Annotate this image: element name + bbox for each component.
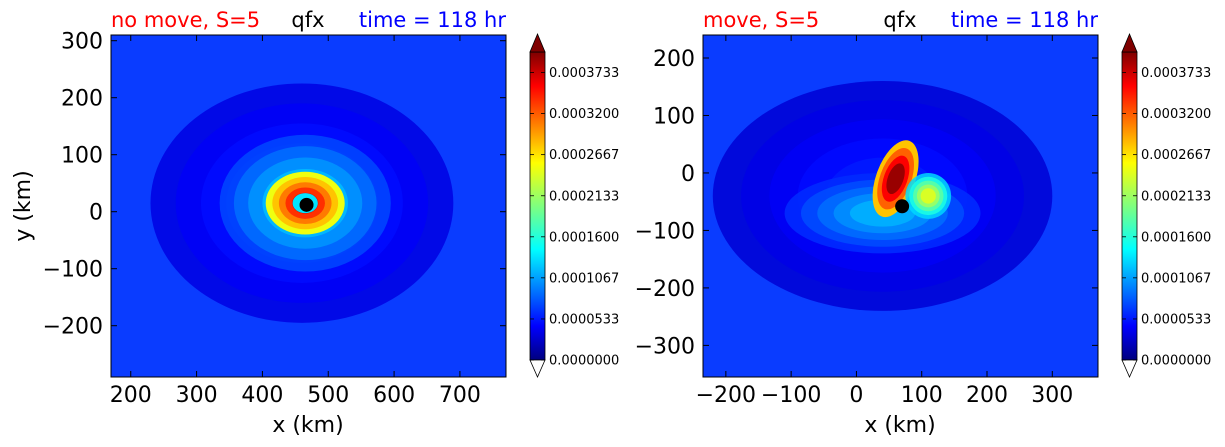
storm-center-marker [895,199,910,214]
heatmap-field [150,83,454,323]
colorbar-left: 0.0000000 0.0000533 0.0001067 0.0001600 0.00… [529,32,619,378]
colorbar-tick-label: 0.0002667 [1141,148,1211,163]
title-center: qfx [291,8,324,32]
colorbar-tick-label: 0.0001067 [549,271,619,286]
y-tick-label: 100 [653,104,695,129]
colorbar-tick-label: 0.0003733 [549,66,619,81]
colorbar-tick-label: 0.0002667 [549,148,619,163]
y-tick-label: 0 [89,201,103,226]
x-tick-label: 500 [307,383,349,408]
title-right: time = 118 hr [951,8,1098,32]
colorbar-tick-label: 0.0000000 [1141,354,1211,369]
x-tick-label: 0 [849,383,863,408]
storm-center-marker [299,197,314,212]
y-tick-label: −200 [635,277,695,302]
colorbar-tick-label: 0.0002133 [549,189,619,204]
colorbar-extend-max [1121,32,1138,53]
y-tick-label: 0 [681,162,695,187]
colorbar-tick-label: 0.0003200 [1141,107,1211,122]
y-tick-label: −200 [43,315,103,340]
y-axis-label: y (km) [11,170,36,241]
y-tick-label: 200 [653,47,695,72]
title-center: qfx [883,8,916,32]
colorbar-tick-label: 0.0000533 [1141,312,1211,327]
colorbar-extend-min [1121,359,1138,378]
x-tick-label: 300 [1031,383,1073,408]
colorbar-ticks: 0.0000000 0.0000533 0.0001067 0.0001600 0.00… [1122,66,1211,369]
title-right: time = 118 hr [359,8,506,32]
x-tick-label: −200 [696,383,756,408]
x-tick-label: 300 [176,383,218,408]
contour-blob [920,188,936,204]
y-tick-label: −100 [43,258,103,283]
y-tick-label: −300 [635,334,695,359]
x-tick-label: 200 [110,383,152,408]
y-tick-label: 300 [61,30,103,55]
colorbar-tick-label: 0.0001067 [1141,271,1211,286]
y-tick-label: 200 [61,87,103,112]
plot-frame [702,34,1099,378]
x-tick-label: −100 [761,383,821,408]
x-axis-label: x (km) [272,413,343,438]
colorbar-scale [529,51,546,361]
y-tick-label: 100 [61,144,103,169]
title-left: no move, S=5 [111,8,260,32]
x-tick-label: 100 [901,383,943,408]
colorbar-tick-label: 0.0002133 [1141,189,1211,204]
colorbar-tick-label: 0.0001600 [1141,230,1211,245]
contour-arc [886,163,905,195]
x-tick-label: 700 [439,383,481,408]
left-panel: 200 300 400 500 600 700 −200 −100 0 100 200 300 no … [11,8,507,438]
x-tick-label: 400 [241,383,283,408]
colorbar-tick-label: 0.0001600 [549,230,619,245]
title-left: move, S=5 [703,8,819,32]
colorbar-right: 0.0000000 0.0000533 0.0001067 0.0001600 0.00… [1121,32,1211,378]
y-tick-label: −100 [635,219,695,244]
heatmap-field [712,80,1053,311]
colorbar-ticks: 0.0000000 0.0000533 0.0001067 0.0001600 0.00… [530,66,619,369]
x-tick-label: 600 [373,383,415,408]
colorbar-tick-label: 0.0000000 [549,354,619,369]
colorbar-extend-min [529,359,546,378]
colorbar-scale [1121,51,1138,361]
x-tick-label: 200 [966,383,1008,408]
x-axis-label: x (km) [864,413,935,438]
colorbar-tick-label: 0.0003200 [549,107,619,122]
colorbar-tick-label: 0.0000533 [549,312,619,327]
colorbar-extend-max [529,32,546,53]
plot-frame [110,34,507,378]
colorbar-tick-label: 0.0003733 [1141,66,1211,81]
axis-ticks: 200 300 400 500 600 700 −200 −100 0 100 200 300 [43,30,506,408]
